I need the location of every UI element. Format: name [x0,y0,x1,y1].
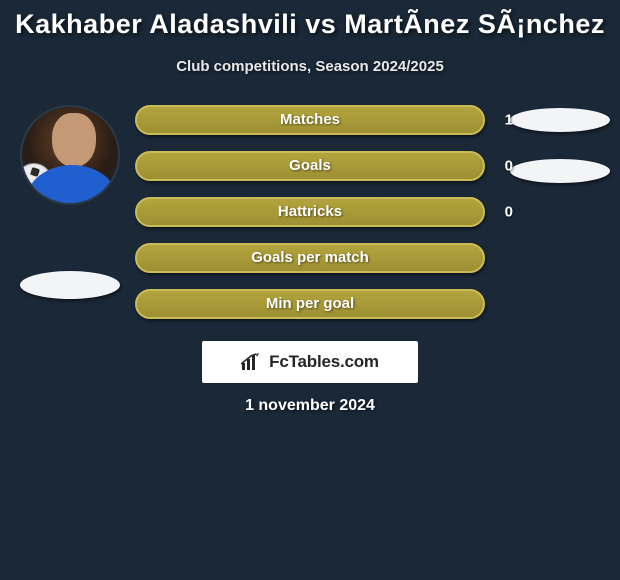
stat-rows: Matches 1 Goals 0 Hattricks 0 Goals per … [135,105,485,319]
stat-label: Hattricks [278,203,342,220]
soccer-ball-icon [20,163,52,199]
stat-label: Min per goal [266,295,354,312]
player-left-column [10,105,130,299]
brand-box[interactable]: FcTables.com [202,341,418,383]
bar-chart-icon [241,353,263,371]
player-right-marker-oval-2 [510,159,610,183]
stat-row-goals: Goals 0 [135,151,485,181]
stat-value-left: 0 [505,203,513,220]
stat-label: Goals per match [251,249,369,266]
brand-text: FcTables.com [269,352,379,372]
page-title: Kakhaber Aladashvili vs MartÃnez SÃ¡nche… [0,6,620,40]
stat-label: Goals [289,157,331,174]
stat-value-left: 1 [505,111,513,128]
stat-row-matches: Matches 1 [135,105,485,135]
comparison-arena: Matches 1 Goals 0 Hattricks 0 Goals per … [0,105,620,415]
stat-value-left: 0 [505,157,513,174]
stat-row-hattricks: Hattricks 0 [135,197,485,227]
player-left-avatar [20,105,120,205]
page-subtitle: Club competitions, Season 2024/2025 [0,58,620,75]
stat-row-goals-per-match: Goals per match [135,243,485,273]
stat-label: Matches [280,111,340,128]
player-left-marker-oval [20,271,120,299]
snapshot-date: 1 november 2024 [0,397,620,415]
player-right-marker-oval-1 [510,108,610,132]
stat-row-min-per-goal: Min per goal [135,289,485,319]
